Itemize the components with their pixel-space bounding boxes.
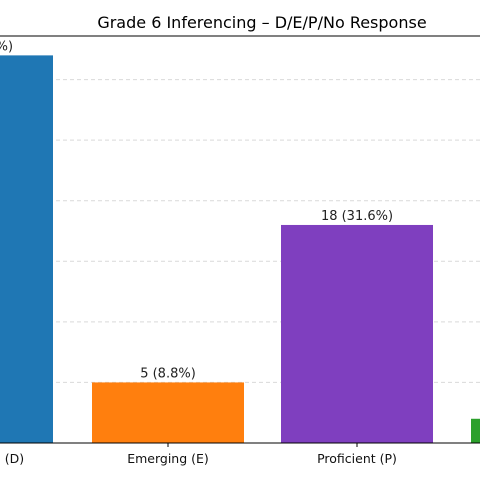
bar [471, 418, 480, 443]
bar-data-label: 5 (8.8%) [140, 366, 196, 381]
bar [281, 224, 433, 443]
bar-data-label: 32 (56.1%) [0, 39, 13, 54]
x-ticks: Developing (D) Emerging (E) Proficient (P)… [0, 443, 397, 466]
chart-title: Grade 6 Inferencing – D/E/P/No Response [97, 13, 426, 32]
bar-data-label: 18 (31.6%) [321, 209, 393, 224]
x-tick-label: Emerging (E) [127, 451, 209, 466]
x-tick-label: Developing (D) [0, 451, 24, 466]
bar [0, 55, 53, 443]
bar [92, 382, 244, 443]
bars: 32 (56.1%)5 (8.8%)18 (31.6%)2 (3.5%) [0, 39, 480, 443]
x-tick-label: Proficient (P) [317, 451, 397, 466]
